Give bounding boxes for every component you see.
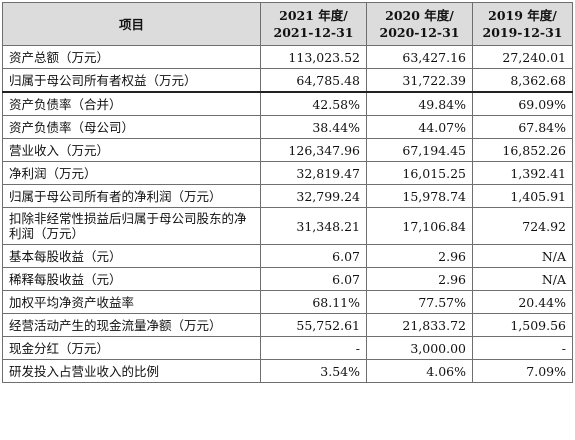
cell-2019: 724.92 <box>472 207 573 245</box>
cell-2020: 17,106.84 <box>366 207 473 245</box>
header-2021: 2021 年度/ 2021-12-31 <box>260 2 367 46</box>
cell-2019: 1,509.56 <box>472 313 573 337</box>
row-label: 净利润（万元） <box>2 161 261 185</box>
row-label: 资产总额（万元） <box>2 45 261 69</box>
financial-summary-table: 项目 2021 年度/ 2021-12-31 2020 年度/ 2020-12-… <box>2 2 573 383</box>
cell-2019: 1,405.91 <box>472 184 573 208</box>
table-row: 营业收入（万元） 126,347.96 67,194.45 16,852.26 <box>2 138 573 162</box>
table-row: 净利润（万元） 32,819.47 16,015.25 1,392.41 <box>2 161 573 185</box>
cell-2019: 67.84% <box>472 115 573 139</box>
cell-2019: 27,240.01 <box>472 45 573 69</box>
cell-2021: 6.07 <box>260 267 367 291</box>
table-row: 资产负债率（合并） 42.58% 49.84% 69.09% <box>2 91 573 116</box>
cell-2019: 1,392.41 <box>472 161 573 185</box>
cell-2019: 7.09% <box>472 359 573 383</box>
cell-2019: - <box>472 336 573 360</box>
cell-2020: 44.07% <box>366 115 473 139</box>
table-row: 稀释每股收益（元） 6.07 2.96 N/A <box>2 267 573 291</box>
table-row: 加权平均净资产收益率 68.11% 77.57% 20.44% <box>2 290 573 314</box>
cell-2020: 49.84% <box>366 91 473 116</box>
header-2020: 2020 年度/ 2020-12-31 <box>366 2 473 46</box>
table-row: 归属于母公司所有者的净利润（万元） 32,799.24 15,978.74 1,… <box>2 184 573 208</box>
cell-2020: 3,000.00 <box>366 336 473 360</box>
cell-2021: 113,023.52 <box>260 45 367 69</box>
cell-2021: 68.11% <box>260 290 367 314</box>
header-2019-year: 2019 年度/ <box>488 8 557 23</box>
cell-2020: 21,833.72 <box>366 313 473 337</box>
cell-2021: 55,752.61 <box>260 313 367 337</box>
cell-2020: 77.57% <box>366 290 473 314</box>
row-label: 研发投入占营业收入的比例 <box>2 359 261 383</box>
cell-2019: 8,362.68 <box>472 68 573 93</box>
cell-2021: 32,799.24 <box>260 184 367 208</box>
cell-2021: - <box>260 336 367 360</box>
cell-2020: 16,015.25 <box>366 161 473 185</box>
row-label: 营业收入（万元） <box>2 138 261 162</box>
table-row: 扣除非经常性损益后归属于母公司股东的净利润（万元） 31,348.21 17,1… <box>2 207 573 245</box>
cell-2021: 3.54% <box>260 359 367 383</box>
row-label: 现金分红（万元） <box>2 336 261 360</box>
cell-2020: 31,722.39 <box>366 68 473 93</box>
table-row: 资产总额（万元） 113,023.52 63,427.16 27,240.01 <box>2 45 573 69</box>
row-label: 基本每股收益（元） <box>2 244 261 268</box>
cell-2020: 4.06% <box>366 359 473 383</box>
header-2019-date: 2019-12-31 <box>482 25 563 40</box>
cell-2021: 6.07 <box>260 244 367 268</box>
cell-2021: 31,348.21 <box>260 207 367 245</box>
row-label: 资产负债率（合并） <box>2 91 261 116</box>
cell-2020: 63,427.16 <box>366 45 473 69</box>
row-label: 稀释每股收益（元） <box>2 267 261 291</box>
row-label: 资产负债率（母公司） <box>2 115 261 139</box>
table-row: 现金分红（万元） - 3,000.00 - <box>2 336 573 360</box>
header-item: 项目 <box>2 2 261 46</box>
row-label: 归属于母公司所有者的净利润（万元） <box>2 184 261 208</box>
row-label: 加权平均净资产收益率 <box>2 290 261 314</box>
header-2020-year: 2020 年度/ <box>385 8 454 23</box>
cell-2019: 69.09% <box>472 91 573 116</box>
cell-2019: 20.44% <box>472 290 573 314</box>
cell-2020: 67,194.45 <box>366 138 473 162</box>
cell-2021: 32,819.47 <box>260 161 367 185</box>
cell-2019: N/A <box>472 267 573 291</box>
table-row: 研发投入占营业收入的比例 3.54% 4.06% 7.09% <box>2 359 573 383</box>
table-row: 归属于母公司所有者权益（万元） 64,785.48 31,722.39 8,36… <box>2 68 573 93</box>
cell-2019: 16,852.26 <box>472 138 573 162</box>
cell-2019: N/A <box>472 244 573 268</box>
table-row: 基本每股收益（元） 6.07 2.96 N/A <box>2 244 573 268</box>
row-label: 经营活动产生的现金流量净额（万元） <box>2 313 261 337</box>
table-row: 资产负债率（母公司） 38.44% 44.07% 67.84% <box>2 115 573 139</box>
table-header-row: 项目 2021 年度/ 2021-12-31 2020 年度/ 2020-12-… <box>2 2 573 46</box>
row-label: 扣除非经常性损益后归属于母公司股东的净利润（万元） <box>2 207 261 245</box>
cell-2020: 2.96 <box>366 244 473 268</box>
row-label: 归属于母公司所有者权益（万元） <box>2 68 261 93</box>
cell-2020: 15,978.74 <box>366 184 473 208</box>
cell-2021: 64,785.48 <box>260 68 367 93</box>
cell-2021: 38.44% <box>260 115 367 139</box>
header-2019: 2019 年度/ 2019-12-31 <box>472 2 573 46</box>
header-2020-date: 2020-12-31 <box>379 25 460 40</box>
table-row: 经营活动产生的现金流量净额（万元） 55,752.61 21,833.72 1,… <box>2 313 573 337</box>
cell-2021: 42.58% <box>260 91 367 116</box>
cell-2020: 2.96 <box>366 267 473 291</box>
header-2021-date: 2021-12-31 <box>273 25 354 40</box>
header-2021-year: 2021 年度/ <box>279 8 348 23</box>
cell-2021: 126,347.96 <box>260 138 367 162</box>
